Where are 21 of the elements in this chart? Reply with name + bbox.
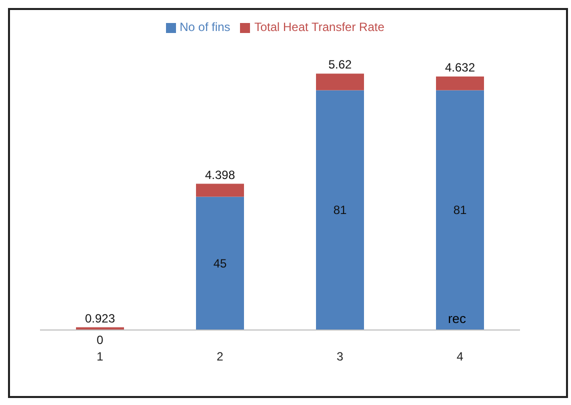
annotation: rec [448, 311, 466, 326]
data-label: 4.632 [444, 60, 476, 75]
bar [316, 74, 364, 90]
bar [196, 196, 244, 330]
x-tick-label: 4 [456, 350, 464, 364]
bar [436, 90, 484, 330]
bar [316, 90, 364, 330]
data-label: 0 [96, 333, 104, 347]
data-label: 5.62 [328, 58, 352, 72]
x-tick-label: 2 [216, 350, 224, 364]
data-label: 45 [213, 256, 227, 270]
x-tick-label: 1 [96, 350, 104, 364]
legend-label: No of fins [180, 20, 230, 34]
data-label: 4.398 [204, 168, 236, 182]
legend-label: Total Heat Transfer Rate [254, 20, 384, 34]
data-label: 81 [333, 203, 347, 218]
bar [436, 76, 484, 90]
data-label: 0.923 [84, 311, 116, 326]
bar [196, 184, 244, 197]
data-label: 81 [453, 203, 467, 218]
x-tick-label: 3 [336, 350, 344, 364]
